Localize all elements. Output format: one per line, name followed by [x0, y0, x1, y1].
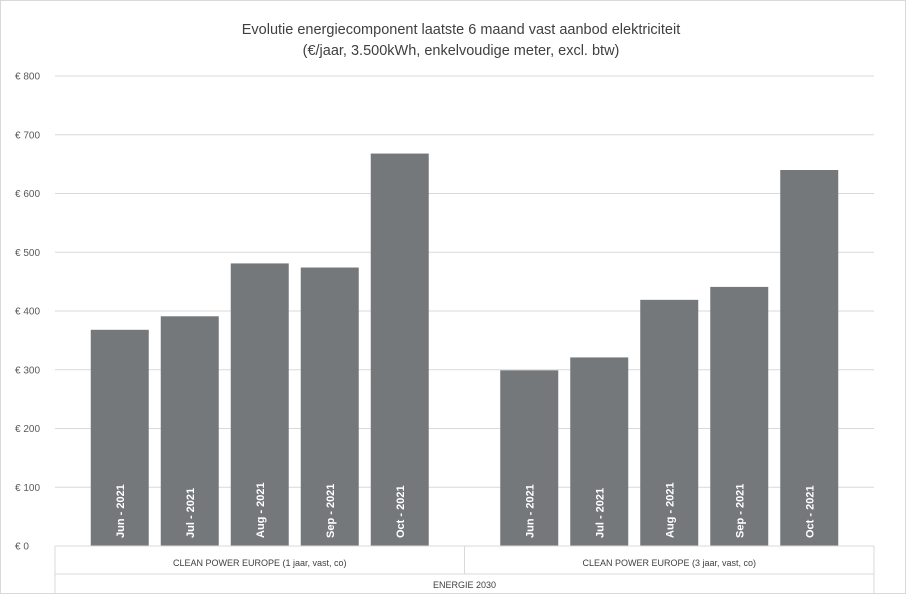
supplier-label: ENERGIE 2030	[433, 580, 496, 590]
bar-category-label: Jul - 2021	[594, 488, 606, 538]
bar	[160, 316, 219, 546]
bar-category-label: Aug - 2021	[255, 482, 267, 538]
bar	[300, 267, 359, 546]
group-label: CLEAN POWER EUROPE (3 jaar, vast, co)	[582, 558, 756, 568]
bar-category-label: Oct - 2021	[395, 485, 407, 538]
y-tick-label: € 100	[15, 483, 40, 494]
bar	[640, 299, 699, 546]
y-tick-label: € 500	[15, 248, 40, 259]
bar-category-label: Aug - 2021	[664, 482, 676, 538]
bar	[570, 357, 629, 546]
y-tick-label: € 200	[15, 424, 40, 435]
group-label: CLEAN POWER EUROPE (1 jaar, vast, co)	[173, 558, 347, 568]
bars: Jun - 2021 Jul - 2021 Aug - 2021 Sep - 2021…	[90, 153, 839, 547]
bar-category-label: Sep - 2021	[325, 484, 337, 538]
y-tick-label: € 400	[15, 307, 40, 318]
y-tick-label: € 0	[15, 542, 29, 553]
y-tick-label: € 800	[15, 72, 40, 83]
y-tick-label: € 700	[15, 130, 40, 141]
chart-title: Evolutie energiecomponent laatste 6 maan…	[242, 22, 681, 38]
y-tick-label: € 600	[15, 189, 40, 200]
bar	[90, 329, 149, 546]
bar-category-label: Jun - 2021	[115, 484, 127, 538]
bar	[370, 153, 429, 547]
y-tick-label: € 300	[15, 365, 40, 376]
bar	[710, 286, 769, 546]
bar	[230, 263, 289, 546]
bar-category-label: Sep - 2021	[734, 484, 746, 538]
bar-category-label: Jun - 2021	[524, 484, 536, 538]
y-axis-ticks: € 0 € 100 € 200 € 300 € 400 € 500 € 600 € 700 € …	[15, 72, 40, 553]
bar	[500, 370, 559, 546]
chart-subtitle: (€/jaar, 3.500kWh, enkelvoudige meter, e…	[303, 43, 620, 59]
bar	[780, 170, 839, 546]
category-axis: CLEAN POWER EUROPE (1 jaar, vast, co) CLE…	[54, 545, 875, 594]
bar-category-label: Jul - 2021	[185, 488, 197, 538]
bar-category-label: Oct - 2021	[804, 485, 816, 538]
